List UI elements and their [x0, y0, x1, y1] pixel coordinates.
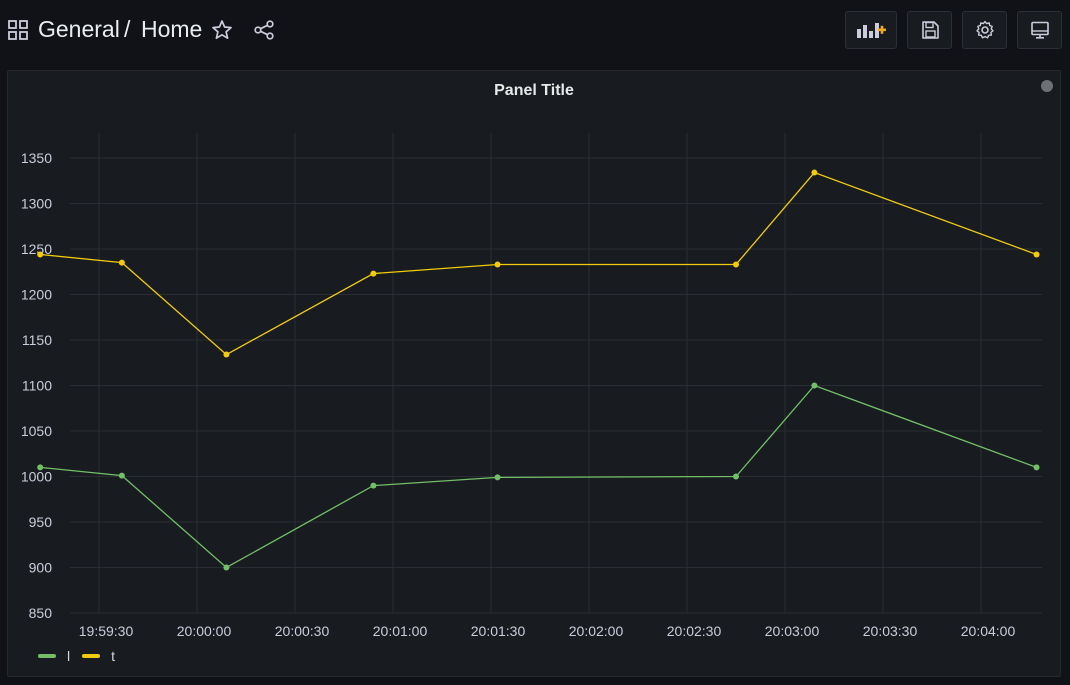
data-point-l — [370, 482, 377, 489]
breadcrumb-folder[interactable]: General — [38, 16, 120, 42]
x-tick-label: 20:01:00 — [373, 623, 428, 639]
data-point-t — [811, 169, 818, 176]
y-tick-label: 1300 — [21, 196, 52, 212]
series-line-l — [40, 384, 1037, 569]
legend-item-l[interactable]: l — [38, 648, 70, 664]
graph-panel: Panel Title 850 900 950 1000 1050 1100 1150 120… — [7, 70, 1061, 677]
dashboard-title[interactable]: Home — [141, 16, 203, 42]
series-line-t — [40, 171, 1037, 356]
data-point-t — [370, 270, 377, 277]
legend-label: t — [111, 648, 116, 664]
monitor-icon — [1030, 21, 1049, 39]
x-tick-label: 19:59:30 — [79, 623, 134, 639]
y-tick-label: 1100 — [22, 378, 52, 394]
x-tick-label: 20:00:00 — [177, 623, 232, 639]
data-point-t — [494, 261, 501, 268]
data-point-l — [733, 473, 739, 480]
save-dashboard-button[interactable] — [907, 11, 952, 49]
data-point-t — [223, 351, 230, 358]
data-point-l — [37, 464, 44, 471]
y-tick-label: 950 — [29, 514, 53, 530]
data-point-l — [223, 564, 230, 571]
data-point-l — [494, 474, 501, 481]
breadcrumb-separator: / — [124, 16, 131, 42]
y-tick-label: 1200 — [21, 287, 52, 303]
panel-title[interactable]: Panel Title — [494, 82, 574, 99]
gear-icon — [975, 20, 994, 39]
y-tick-label: 1250 — [21, 241, 52, 257]
y-tick-label: 1350 — [21, 150, 52, 166]
y-tick-label: 1050 — [21, 423, 52, 439]
share-icon[interactable] — [253, 19, 275, 41]
y-tick-label: 900 — [29, 560, 53, 576]
legend-swatch — [38, 654, 56, 658]
dashboards-grid-icon[interactable] — [8, 20, 28, 40]
x-tick-label: 20:03:00 — [765, 623, 820, 639]
legend-item-t[interactable]: t — [82, 648, 115, 664]
data-point-l — [1033, 464, 1040, 471]
dashboard-navbar: General / Home — [0, 0, 1070, 62]
y-tick-label: 850 — [29, 605, 53, 621]
y-tick-label: 1150 — [22, 332, 52, 348]
save-icon — [921, 21, 939, 39]
y-tick-label: 1000 — [21, 469, 52, 485]
add-panel-icon — [857, 23, 886, 38]
time-series-chart[interactable]: 850 900 950 1000 1050 1100 1150 1200 1250 1300 135… — [8, 71, 1060, 676]
data-point-l — [118, 472, 125, 479]
x-tick-label: 20:02:00 — [569, 623, 624, 639]
dashboard-settings-button[interactable] — [962, 11, 1007, 49]
data-point-t — [118, 259, 125, 266]
data-point-t — [1033, 251, 1040, 258]
legend-swatch — [82, 654, 101, 658]
legend-label: l — [67, 648, 71, 664]
x-tick-label: 20:04:00 — [961, 623, 1016, 639]
x-tick-label: 20:03:30 — [863, 623, 918, 639]
add-panel-button[interactable] — [845, 11, 897, 49]
star-icon[interactable] — [211, 19, 233, 41]
x-tick-label: 20:02:30 — [667, 623, 722, 639]
data-point-l — [811, 382, 818, 389]
cycle-view-mode-button[interactable] — [1017, 11, 1062, 49]
x-tick-label: 20:00:30 — [275, 623, 330, 639]
data-point-t — [733, 261, 739, 268]
x-tick-label: 20:01:30 — [471, 623, 526, 639]
data-point-t — [37, 251, 44, 258]
panel-status-indicator — [1041, 80, 1053, 92]
